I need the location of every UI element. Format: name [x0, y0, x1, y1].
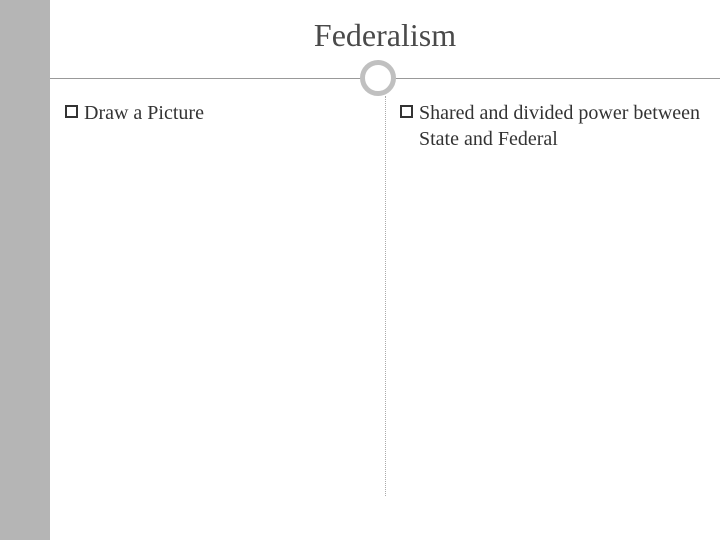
right-column: Shared and divided power between State a…: [385, 100, 720, 540]
slide-title: Federalism: [314, 17, 456, 54]
title-area: Federalism: [50, 0, 720, 70]
slide-container: Federalism Draw a Picture Shared and div…: [50, 0, 720, 540]
bullet-text: Draw a Picture: [84, 100, 204, 126]
list-item: Shared and divided power between State a…: [400, 100, 700, 152]
left-column: Draw a Picture: [50, 100, 385, 540]
bullet-square-icon: [400, 105, 413, 118]
list-item: Draw a Picture: [65, 100, 365, 126]
bullet-square-icon: [65, 105, 78, 118]
ring-icon: [360, 60, 396, 96]
content-area: Draw a Picture Shared and divided power …: [50, 100, 720, 540]
bullet-text: Shared and divided power between State a…: [419, 100, 700, 152]
